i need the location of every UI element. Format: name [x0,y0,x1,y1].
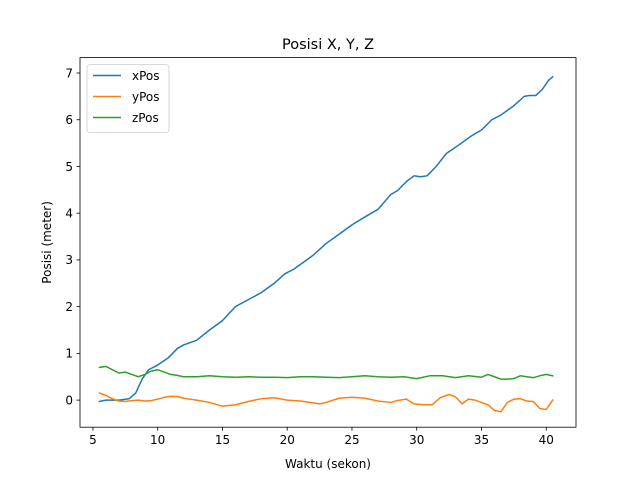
y-tick-label: 7 [65,66,73,80]
legend-label-yPos: yPos [132,90,160,104]
plot-area: 5 10 15 20 25 30 35 40 0 1 2 3 4 5 6 7 [65,57,577,447]
x-axis-ticks: 5 10 15 20 25 30 35 40 [89,427,554,447]
legend-label-zPos: zPos [132,111,159,125]
series-line-xPos [98,75,554,403]
x-axis-label: Waktu (sekon) [285,457,371,471]
x-tick-label: 20 [280,433,295,447]
y-axis-label: Posisi (meter) [40,201,54,284]
y-tick-label: 6 [65,113,73,127]
x-tick-label: 5 [89,433,97,447]
legend-label-xPos: xPos [132,69,160,83]
series-layer [98,75,554,413]
plot-frame [79,57,577,428]
legend: xPos yPos zPos [86,64,170,133]
chart-title: Posisi X, Y, Z [282,37,374,53]
x-tick-label: 15 [215,433,230,447]
y-tick-label: 3 [65,253,73,267]
y-tick-label: 2 [65,300,73,314]
y-tick-label: 4 [65,206,73,220]
y-tick-label: 1 [65,347,73,361]
series-line-yPos [98,392,554,413]
y-axis-ticks: 0 1 2 3 4 5 6 7 [65,66,80,407]
x-tick-label: 30 [409,433,424,447]
x-tick-label: 10 [150,433,165,447]
y-tick-label: 5 [65,160,73,174]
series-line-zPos [98,365,554,380]
x-tick-label: 40 [539,433,554,447]
x-tick-label: 25 [344,433,359,447]
legend-box [86,64,170,133]
x-tick-label: 35 [474,433,489,447]
y-tick-label: 0 [65,393,73,407]
